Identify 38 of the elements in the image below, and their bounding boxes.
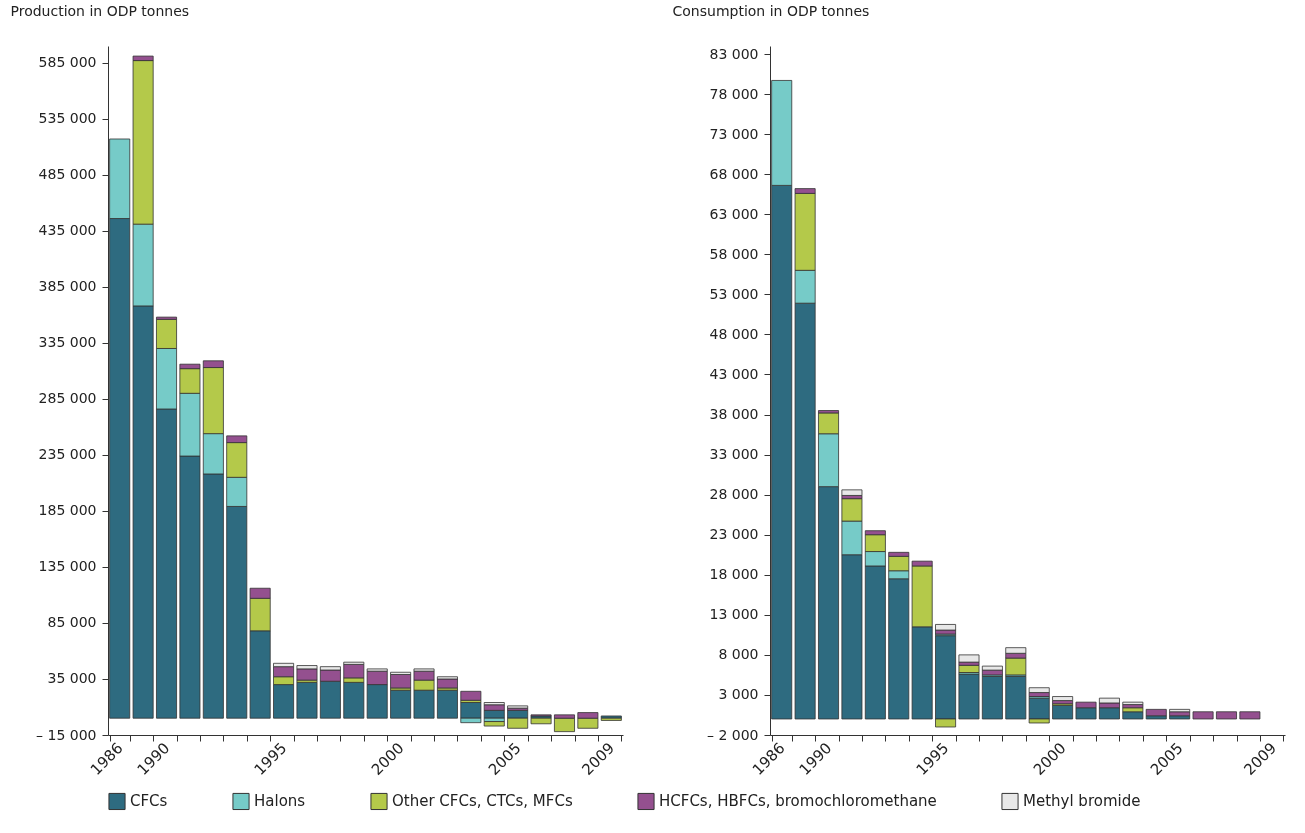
y-tick-label: 53 000 bbox=[709, 285, 759, 302]
y-axis-title: Consumption in ODP tonnes bbox=[672, 2, 870, 19]
y-tick-label: 85 000 bbox=[47, 614, 97, 631]
y-tick-label: 8 000 bbox=[718, 646, 759, 663]
y-tick-label: 285 000 bbox=[38, 390, 97, 407]
y-tick-label: 28 000 bbox=[709, 486, 759, 503]
legend-label: Halons bbox=[254, 792, 306, 811]
y-tick-label: 63 000 bbox=[709, 205, 759, 222]
legend-label: CFCs bbox=[130, 792, 168, 811]
y-tick-label: 48 000 bbox=[709, 325, 759, 342]
y-tick-label: – 2 000 bbox=[706, 726, 759, 743]
y-tick-label: 585 000 bbox=[38, 54, 97, 71]
y-tick-label: 185 000 bbox=[38, 502, 97, 519]
legend-label: Other CFCs, CTCs, MFCs bbox=[392, 792, 573, 811]
y-tick-label: 35 000 bbox=[47, 670, 97, 687]
legend-label: Methyl bromide bbox=[1023, 792, 1141, 811]
y-tick-label: 23 000 bbox=[709, 526, 759, 543]
y-tick-label: 43 000 bbox=[709, 365, 759, 382]
y-tick-label: 18 000 bbox=[709, 566, 759, 583]
y-tick-label: 38 000 bbox=[709, 406, 759, 423]
y-tick-label: 435 000 bbox=[38, 222, 97, 239]
y-tick-label: 235 000 bbox=[38, 446, 97, 463]
y-tick-label: 33 000 bbox=[709, 446, 759, 463]
y-tick-label: 335 000 bbox=[38, 334, 97, 351]
y-tick-label: 68 000 bbox=[709, 165, 759, 182]
y-axis-title: Production in ODP tonnes bbox=[10, 2, 190, 19]
y-tick-label: 58 000 bbox=[709, 245, 759, 262]
legend-label: HCFCs, HBFCs, bromochloromethane bbox=[659, 792, 937, 811]
y-tick-label: 485 000 bbox=[38, 166, 97, 183]
y-tick-label: 3 000 bbox=[718, 686, 759, 703]
y-tick-label: 73 000 bbox=[709, 125, 759, 142]
y-tick-label: 78 000 bbox=[709, 85, 759, 102]
y-tick-label: 13 000 bbox=[709, 606, 759, 623]
y-tick-label: 535 000 bbox=[38, 110, 97, 127]
y-tick-label: 83 000 bbox=[709, 45, 759, 62]
y-tick-label: 385 000 bbox=[38, 278, 97, 295]
y-tick-label: 135 000 bbox=[38, 558, 97, 575]
y-tick-label: – 15 000 bbox=[36, 726, 97, 743]
